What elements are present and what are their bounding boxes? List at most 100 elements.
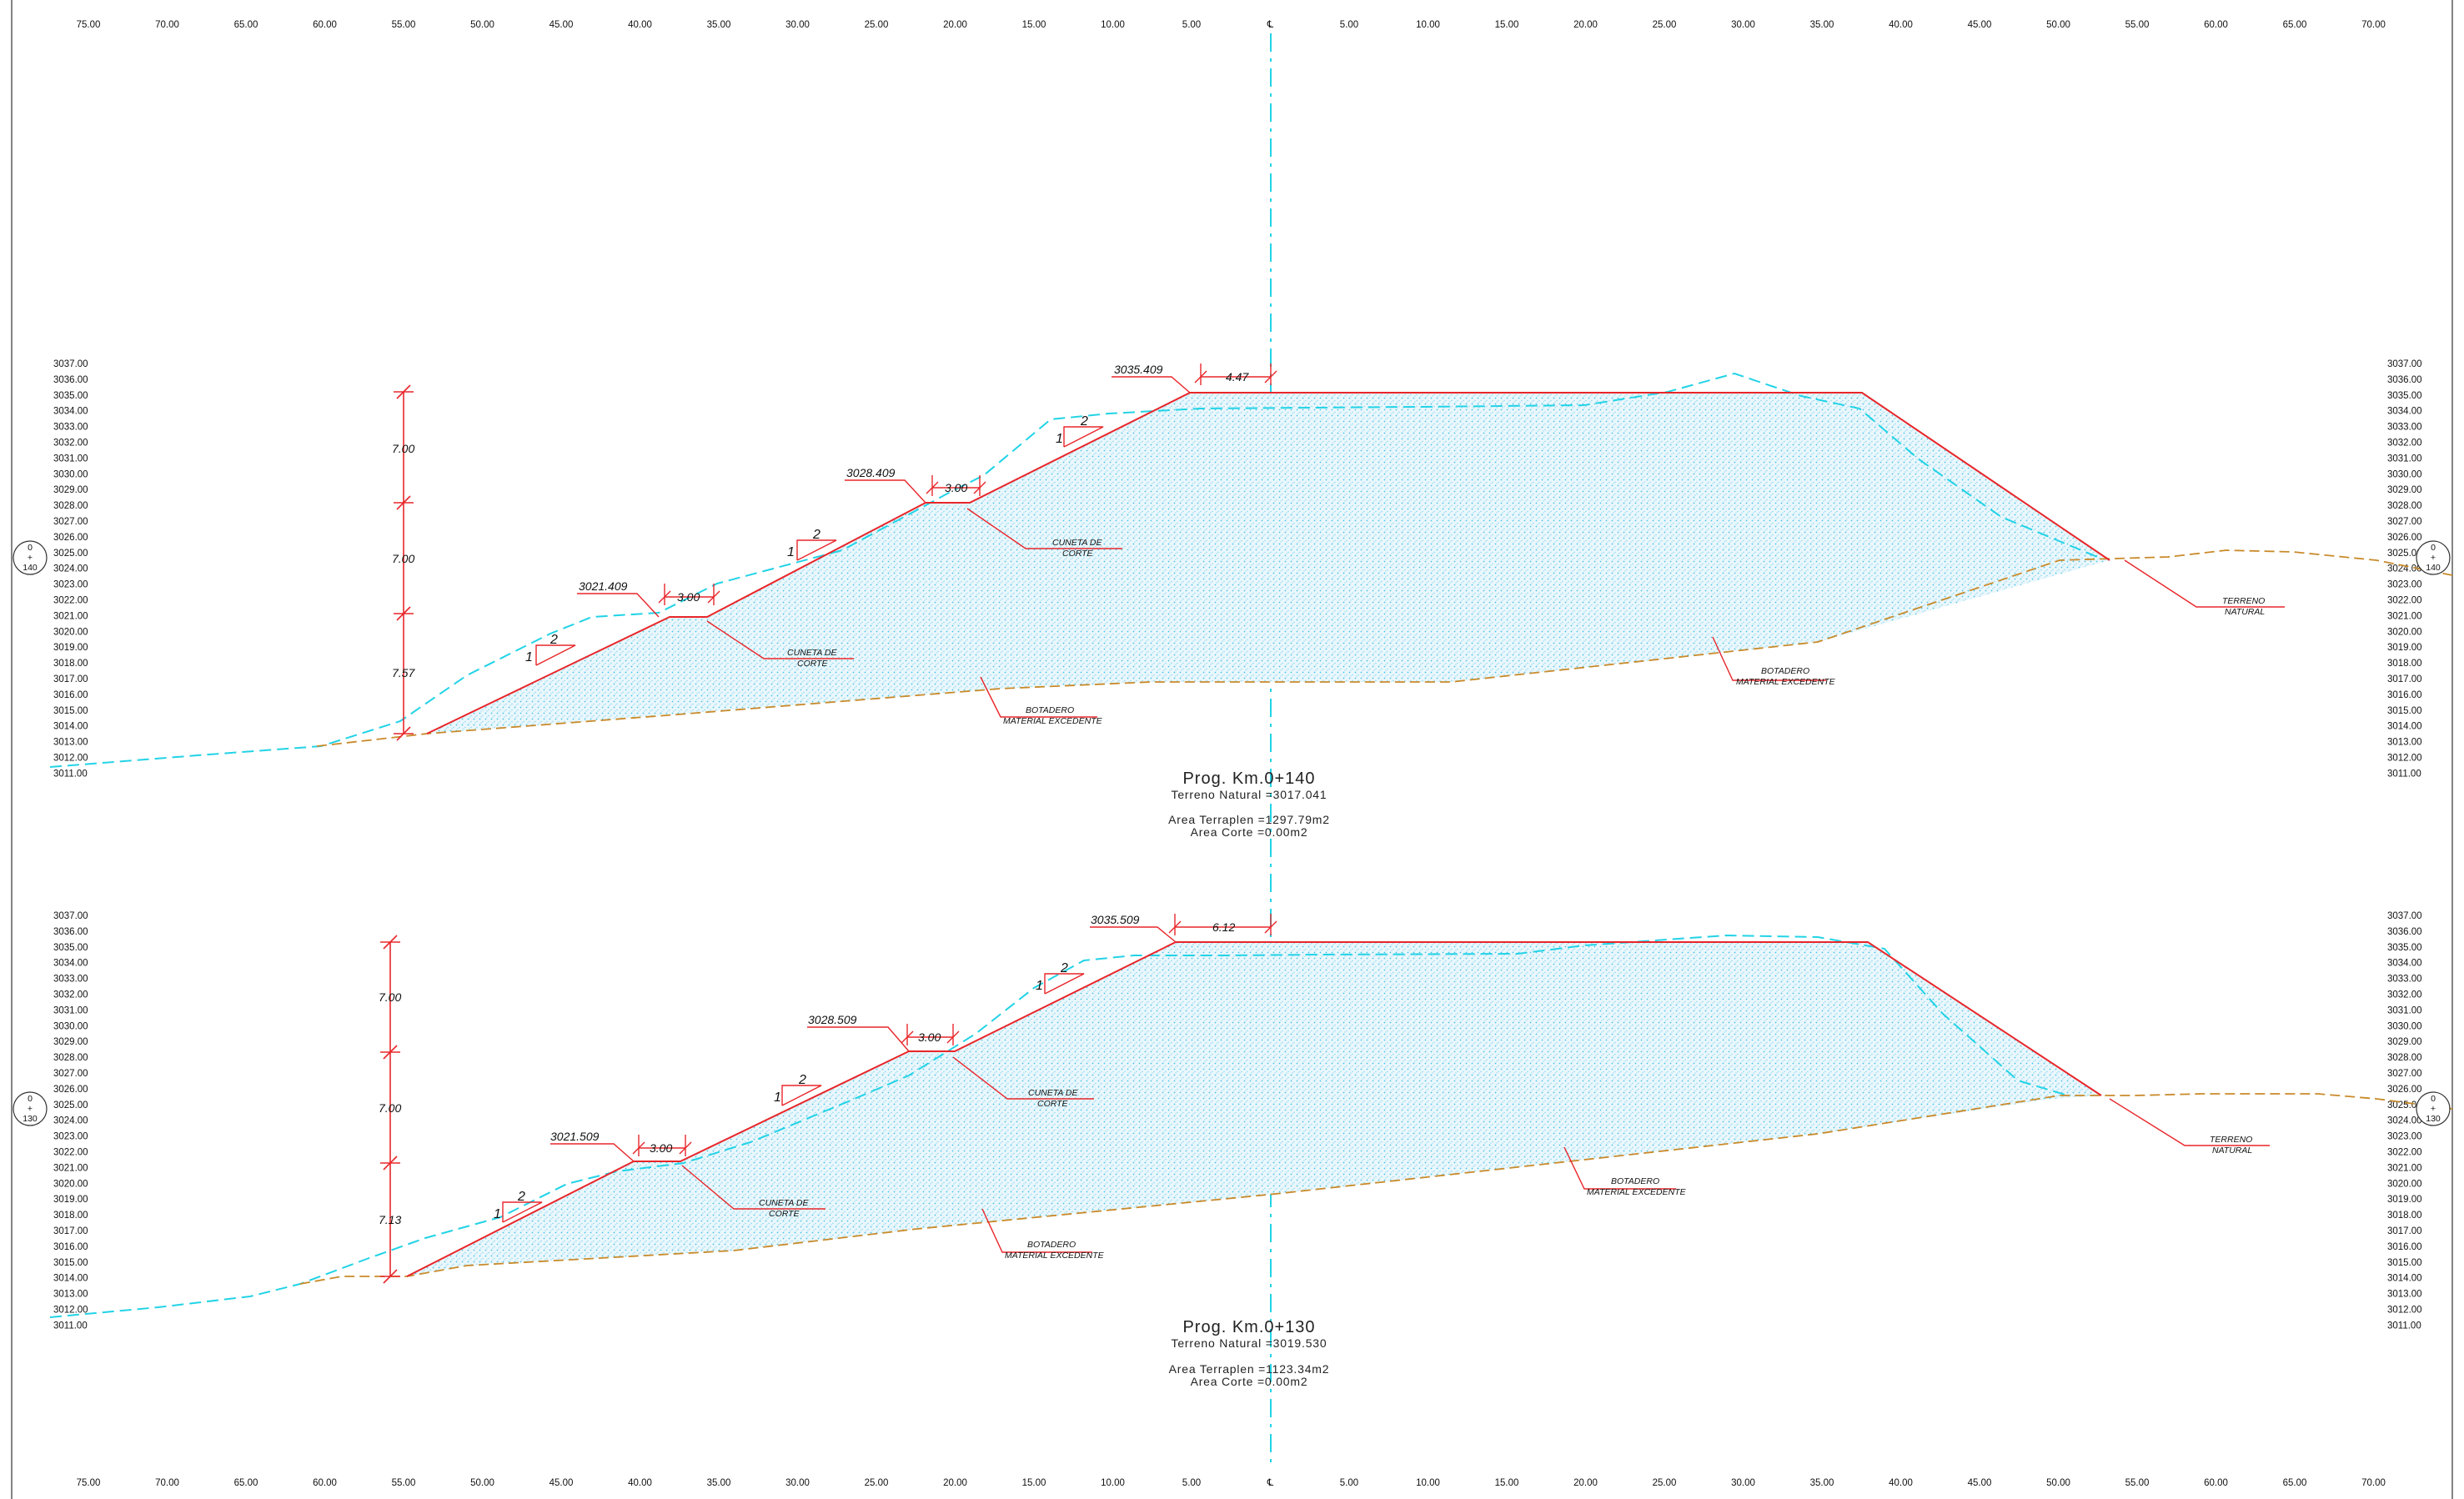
cuneta-upper-line2: CORTE <box>1062 549 1094 559</box>
elevation-tick-label: 3017.00 <box>53 674 88 684</box>
elevation-tick-label: 3022.00 <box>53 596 88 606</box>
offset-tick-label: 15.00 <box>1495 20 1519 30</box>
crown-dim <box>1168 914 1277 935</box>
botadero-leader-left <box>981 1208 1092 1253</box>
elevation-tick-label: 3035.00 <box>53 943 88 953</box>
elevation-tick-label: 3035.00 <box>2387 943 2422 953</box>
elevation-tick-label: 3030.00 <box>2387 1021 2422 1031</box>
botadero-line <box>316 549 2453 747</box>
slope-v-1: 1 <box>525 650 533 664</box>
elevation-tick-label: 3022.00 <box>2387 596 2422 606</box>
offset-tick-label: 35.00 <box>707 1478 731 1488</box>
offset-tick-label: 65.00 <box>2283 1478 2307 1488</box>
elevation-tick-label: 3035.00 <box>53 391 88 401</box>
elevation-tick-label: 3023.00 <box>53 580 88 590</box>
svg-text:0: 0 <box>28 543 33 553</box>
elevation-tick-label: 3027.00 <box>53 517 88 527</box>
elevation-tick-label: 3032.00 <box>53 439 88 449</box>
section-title: Prog. Km.0+130 <box>1182 1318 1315 1336</box>
elevation-tick-label: 3021.00 <box>2387 1163 2422 1173</box>
offset-tick-label: 40.00 <box>1889 20 1913 30</box>
vertical-dim-3: 7.57 <box>392 666 415 679</box>
bench-dim-lower <box>658 584 720 605</box>
bench-width-lower: 3.00 <box>677 590 700 604</box>
station-tag-left: 0 + 140 <box>13 540 48 575</box>
elevation-tick-label: 3019.00 <box>2387 643 2422 653</box>
slope-h-1: 2 <box>517 1190 525 1204</box>
crown-dim <box>1194 363 1277 385</box>
offset-axis-top: 75.00 70.00 65.00 60.00 55.00 50.00 45.00 40.00… <box>77 20 2386 30</box>
elevation-labels-left: 3037.00 3036.00 3035.00 3034.00 3033.00 3032.… <box>53 359 88 779</box>
elevation-tick-label: 3029.00 <box>2387 485 2422 495</box>
elevation-tick-label: 3019.00 <box>53 1195 88 1205</box>
slope-h-2: 2 <box>812 528 820 542</box>
offset-tick-label: 25.00 <box>865 1478 889 1488</box>
offset-tick-label: 30.00 <box>785 1478 810 1488</box>
botadero-left-line2: MATERIAL EXCEDENTE <box>1005 1251 1105 1261</box>
elevation-tick-label: 3031.00 <box>2387 1005 2422 1015</box>
elevation-tick-label: 3022.00 <box>2387 1148 2422 1158</box>
elevation-tick-label: 3027.00 <box>2387 517 2422 527</box>
elevation-tick-label: 3022.00 <box>53 1148 88 1158</box>
offset-tick-label: 5.00 <box>1340 1478 1358 1488</box>
crown-width: 4.47 <box>1226 370 1249 384</box>
bench-leader-mid <box>807 1026 910 1052</box>
slope-triangle-2 <box>781 1085 822 1106</box>
cuneta-lower-line2: CORTE <box>797 659 829 669</box>
elevation-tick-label: 3032.00 <box>2387 439 2422 449</box>
elevation-tick-label: 3020.00 <box>53 627 88 637</box>
elevation-labels-right: 3037.00 3036.00 3035.00 3034.00 3033.00 3032.… <box>2387 359 2422 779</box>
elevation-tick-label: 3026.00 <box>53 1085 88 1095</box>
botadero-right-line1: BOTADERO <box>1761 666 1809 676</box>
vertical-dim-3: 7.13 <box>379 1213 401 1226</box>
bench-leader-top <box>1090 926 1177 943</box>
section-0-140: 3037.00 3036.00 3035.00 3034.00 3033.00 3032.… <box>13 359 2453 839</box>
offset-tick-label: 55.00 <box>392 1478 416 1488</box>
elevation-tick-label: 3030.00 <box>53 469 88 479</box>
elevation-tick-label: 3020.00 <box>2387 1179 2422 1189</box>
offset-tick-label: 10.00 <box>1416 20 1440 30</box>
elevation-tick-label: 3017.00 <box>53 1226 88 1236</box>
bench-elev-top: 3035.409 <box>1114 363 1163 376</box>
elevation-tick-label: 3026.00 <box>2387 533 2422 543</box>
elevation-tick-label: 3020.00 <box>53 1179 88 1189</box>
slope-v-3: 1 <box>1036 979 1043 993</box>
terrain-line <box>49 372 2102 768</box>
terreno-natural: Terreno Natural =3017.041 <box>1172 788 1327 801</box>
elevation-tick-label: 3034.00 <box>53 407 88 417</box>
svg-text:130: 130 <box>2426 1114 2441 1124</box>
offset-tick-label: 45.00 <box>550 20 574 30</box>
elevation-labels-left: 3037.00 3036.00 3035.00 3034.00 3033.00 3032.… <box>53 911 88 1331</box>
fill-area <box>407 942 2101 1276</box>
botadero-leader-right <box>1712 636 1826 681</box>
elevation-tick-label: 3021.00 <box>53 611 88 621</box>
design-line <box>426 392 2110 734</box>
elevation-tick-label: 3037.00 <box>53 359 88 369</box>
botadero-left-line1: BOTADERO <box>1026 705 1074 715</box>
elevation-tick-label: 3012.00 <box>53 1306 88 1316</box>
vertical-dim-2: 7.00 <box>392 552 414 565</box>
offset-tick-label: 10.00 <box>1101 20 1125 30</box>
botadero-right-line2: MATERIAL EXCEDENTE <box>1587 1187 1687 1197</box>
cuneta-upper-line2: CORTE <box>1037 1099 1069 1109</box>
vertical-dim-ticks <box>394 384 414 741</box>
elevation-tick-label: 3033.00 <box>2387 423 2422 433</box>
elevation-tick-label: 3011.00 <box>2387 769 2421 779</box>
offset-tick-label: 50.00 <box>470 20 494 30</box>
elevation-tick-label: 3024.00 <box>53 564 88 574</box>
elevation-tick-label: 3032.00 <box>53 990 88 1000</box>
elevation-tick-label: 3034.00 <box>2387 407 2422 417</box>
design-line <box>406 941 2102 1277</box>
elevation-tick-label: 3013.00 <box>2387 1290 2422 1300</box>
bench-leader-low <box>550 1143 635 1162</box>
cuneta-upper-line1: CUNETA DE <box>1028 1088 1079 1098</box>
svg-text:+: + <box>28 553 33 563</box>
slope-v-3: 1 <box>1056 432 1063 446</box>
offset-tick-label: 45.00 <box>1968 1478 1992 1488</box>
station-tag-right: 0 + 130 <box>2416 1091 2451 1126</box>
elevation-tick-label: 3011.00 <box>53 1321 88 1331</box>
offset-tick-label: 20.00 <box>943 1478 967 1488</box>
elevation-tick-label: 3018.00 <box>2387 659 2422 669</box>
elevation-tick-label: 3034.00 <box>53 959 88 969</box>
